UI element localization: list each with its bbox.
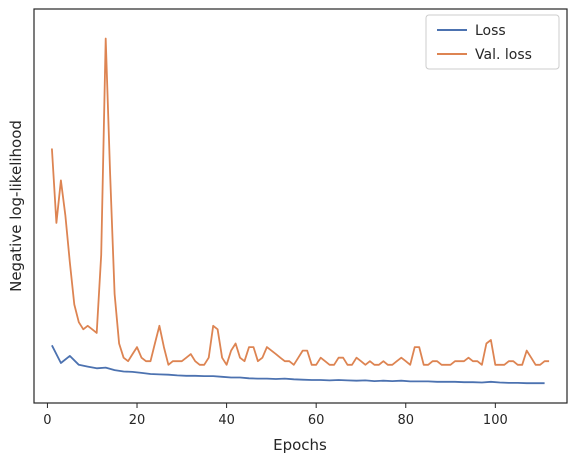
legend-box <box>425 14 560 70</box>
y-axis-label: Negative log-likelihood <box>7 120 25 292</box>
x-tick-label: 80 <box>397 413 414 428</box>
x-tick-label: 60 <box>308 413 325 428</box>
x-tick-label: 100 <box>483 413 508 428</box>
legend-label-loss: Loss <box>475 23 506 39</box>
plot-frame <box>33 8 568 404</box>
series-line-loss <box>51 344 545 385</box>
x-tick-label: 40 <box>218 413 235 428</box>
series-layer <box>51 37 550 385</box>
x-tick-label: 0 <box>43 413 51 428</box>
legend-label-val-loss: Val. loss <box>475 47 532 63</box>
series-line-val-loss <box>51 37 550 366</box>
legend: Loss Val. loss <box>425 14 560 70</box>
x-tick-label: 20 <box>129 413 146 428</box>
x-axis-ticks: 0 20 40 60 80 100 <box>43 403 508 428</box>
x-axis-label: Epochs <box>273 436 327 454</box>
